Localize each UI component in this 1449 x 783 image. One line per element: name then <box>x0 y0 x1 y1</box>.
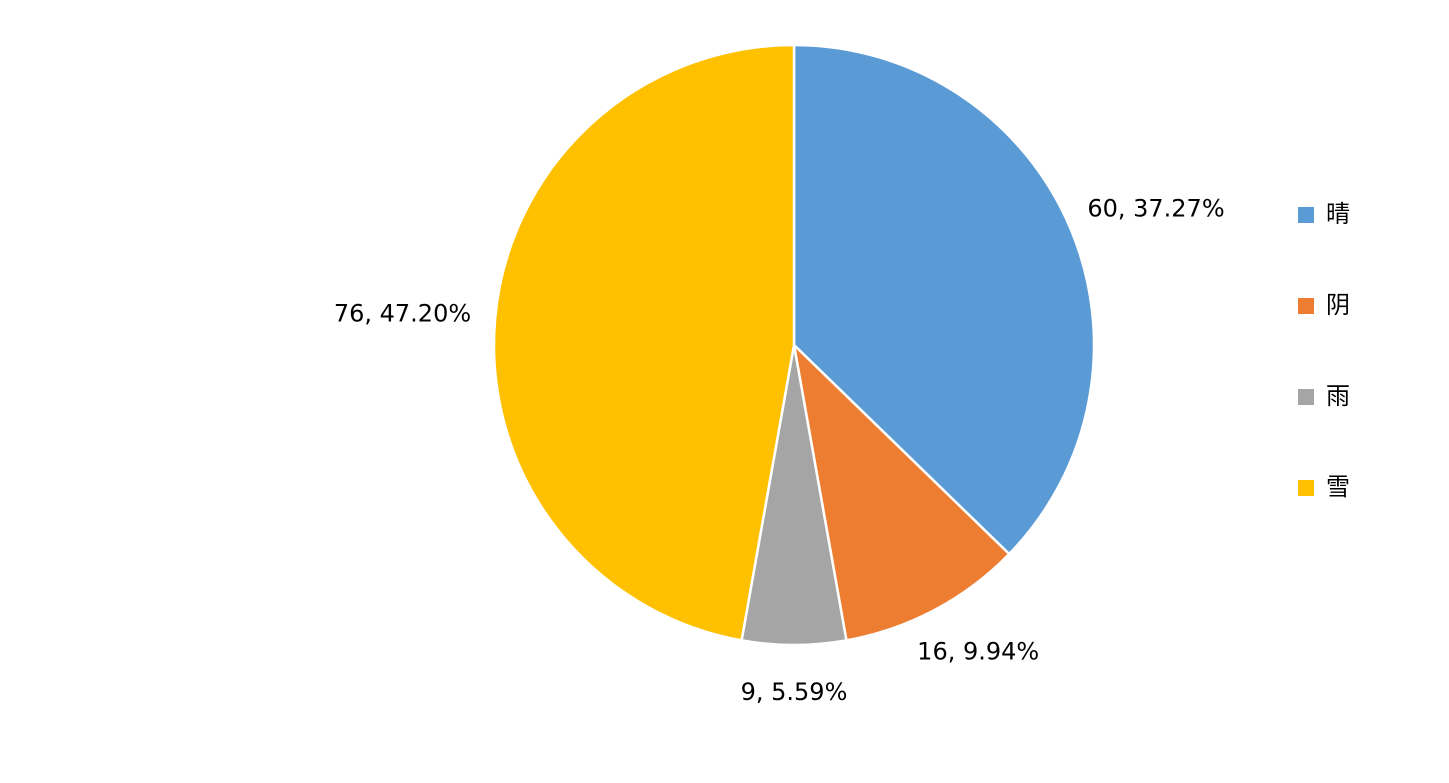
legend-swatch <box>1298 207 1314 223</box>
legend-swatch <box>1298 389 1314 405</box>
pie-slice <box>792 341 1011 642</box>
data-label: 16, 9.94% <box>917 637 1039 665</box>
data-label: 60, 37.27% <box>1087 194 1224 222</box>
legend-swatch <box>1298 480 1314 496</box>
pie-slice <box>492 43 796 642</box>
data-label: 9, 5.59% <box>741 678 848 706</box>
data-label: 76, 47.20% <box>334 299 471 327</box>
pie-slice <box>792 43 1096 556</box>
legend-swatch <box>1298 298 1314 314</box>
legend-label: 晴 <box>1326 200 1350 228</box>
legend-label: 雨 <box>1326 382 1350 410</box>
legend-label: 阴 <box>1326 291 1350 319</box>
legend-label: 雪 <box>1326 473 1350 501</box>
